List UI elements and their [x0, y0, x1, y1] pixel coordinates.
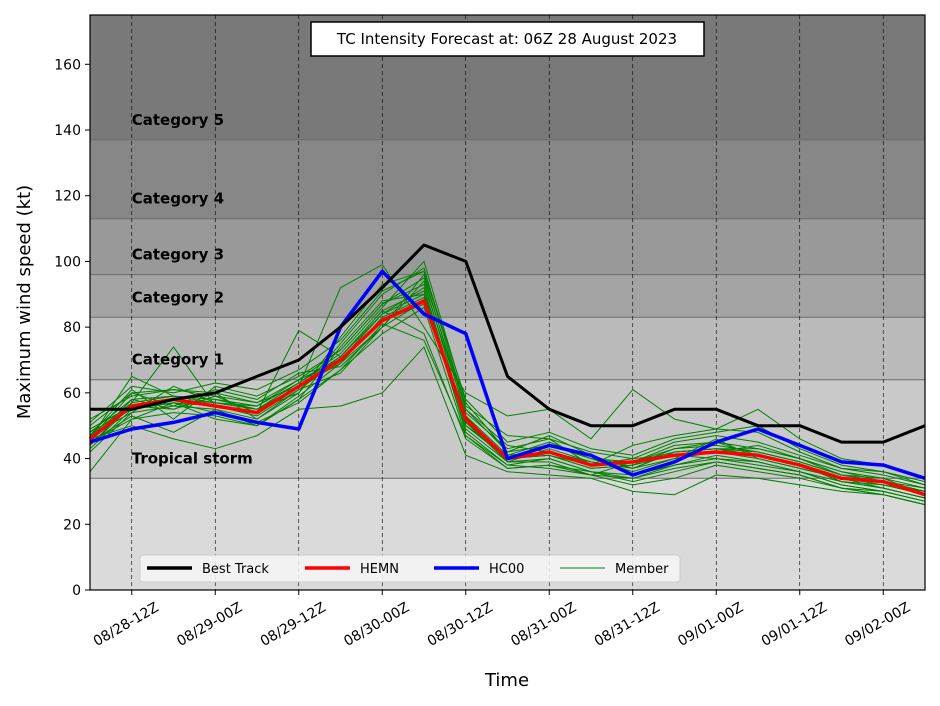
best-track-line [90, 243, 926, 444]
plot-frame [89, 14, 926, 591]
band-label-category-5: Category 5 [132, 111, 224, 129]
intensity-bands [90, 15, 925, 590]
member-line-13 [89, 346, 926, 506]
x-tick-label: 08/31-12Z [592, 600, 663, 650]
member-line-7 [89, 264, 926, 486]
y-tick-label: 80 [63, 320, 81, 336]
band-label-category-4: Category 4 [132, 190, 224, 208]
y-tick-label: 40 [63, 452, 81, 468]
legend-label-best-track: Best Track [202, 562, 269, 577]
y-tick-label: 100 [54, 254, 81, 270]
x-tick-label: 09/01-12Z [759, 600, 830, 650]
x-tick-label: 08/29-00Z [174, 600, 245, 650]
y-axis-label: Maximum wind speed (kt) [14, 185, 35, 419]
x-tick-label: 08/31-00Z [508, 600, 579, 650]
band-category-3 [90, 218, 925, 275]
x-tick-label: 09/02-00Z [842, 600, 913, 650]
member-line-18 [89, 277, 926, 489]
hc00-line [89, 269, 926, 480]
band-category-2 [90, 274, 925, 318]
x-tick-label: 09/01-00Z [675, 600, 746, 650]
legend-label-hc00: HC00 [489, 562, 524, 577]
chart-title: TC Intensity Forecast at: 06Z 28 August … [336, 30, 677, 48]
band-label-category-1: Category 1 [132, 351, 224, 369]
member-line-10 [89, 283, 926, 486]
title-box: TC Intensity Forecast at: 06Z 28 August … [310, 21, 705, 57]
x-tick-label: 08/30-12Z [425, 600, 496, 650]
y-axis-ticks: 0 20 40 60 80 100 120 140 160 [54, 57, 90, 599]
band-label-category-3: Category 3 [132, 246, 224, 264]
x-axis-ticks: 08/28-12Z 08/29-00Z 08/29-12Z 08/30-00Z 08/3… [91, 590, 913, 650]
legend-label-hemn: HEMN [360, 562, 399, 577]
band-label-tropical-storm: Tropical storm [132, 449, 253, 467]
y-tick-label: 0 [72, 583, 81, 599]
x-axis-label: Time [484, 670, 529, 691]
series-lines [88, 243, 926, 506]
band-category-1 [90, 317, 925, 380]
band-labels: Tropical storm Category 1 Category 2 Catego… [132, 111, 253, 467]
legend-label-member: Member [615, 562, 669, 577]
y-tick-label: 60 [63, 386, 81, 402]
vertical-grid [131, 15, 884, 590]
legend: Best Track HEMN HC00 Member [139, 554, 681, 583]
y-tick-label: 20 [63, 517, 81, 533]
band-label-category-2: Category 2 [132, 288, 224, 306]
x-tick-label: 08/29-12Z [258, 600, 329, 650]
member-line-19 [89, 306, 926, 506]
y-tick-label: 140 [54, 123, 81, 139]
x-tick-label: 08/28-12Z [91, 600, 162, 650]
band-category-4 [90, 139, 925, 219]
legend-box [139, 554, 681, 583]
y-tick-label: 120 [54, 189, 81, 205]
x-tick-label: 08/30-00Z [341, 600, 412, 650]
y-tick-label: 160 [54, 57, 81, 73]
